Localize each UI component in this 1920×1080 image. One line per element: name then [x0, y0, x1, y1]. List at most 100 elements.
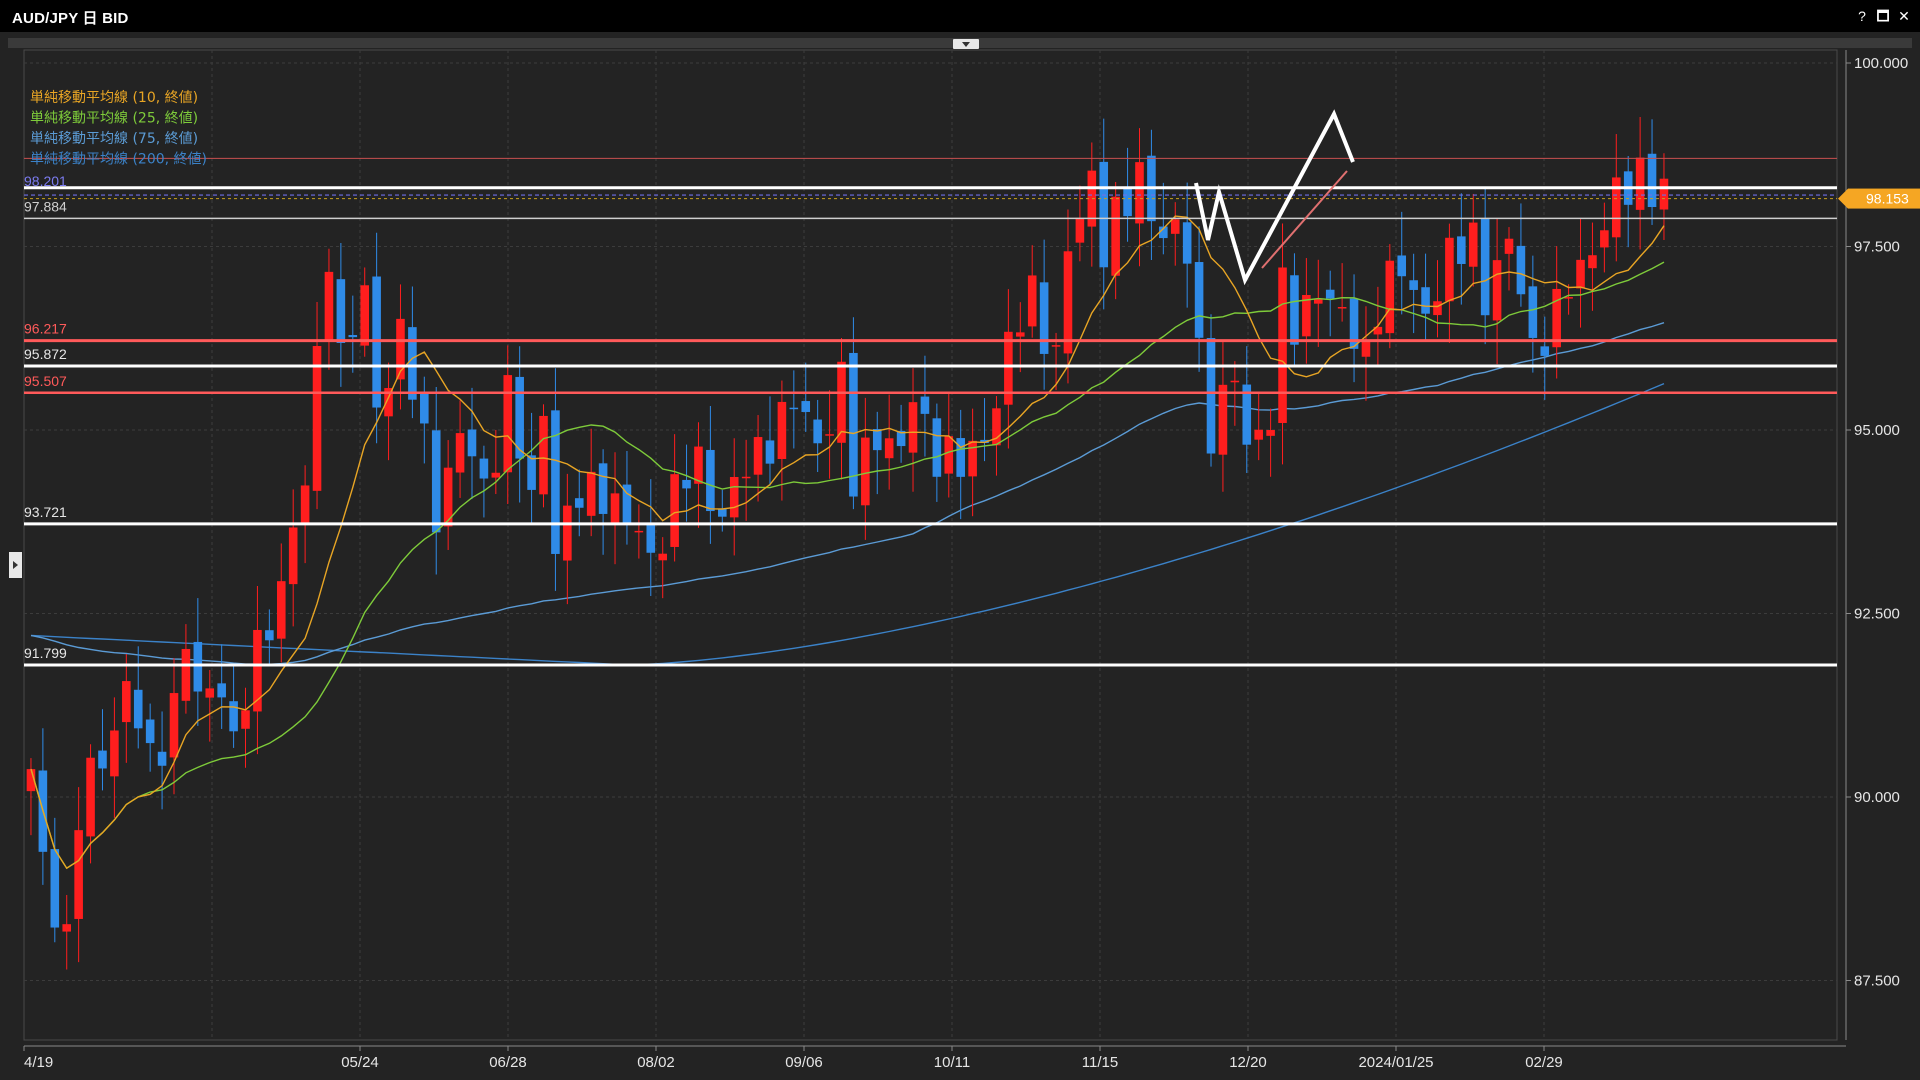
candle-body	[932, 418, 942, 477]
candle-body	[1564, 297, 1573, 299]
candle-body	[479, 458, 489, 479]
candle-body	[1647, 153, 1657, 208]
horizontal-levels: 97.884 96.217 95.872 95.507 93.721 91.799 98.2…	[24, 157, 1837, 667]
candle-body	[1027, 275, 1037, 327]
candle-body	[1540, 346, 1550, 356]
x-tick-label: 10/11	[934, 1054, 970, 1071]
candle-body	[1290, 275, 1299, 345]
question-icon[interactable]: ?	[1858, 8, 1866, 24]
candle-body	[1051, 345, 1061, 347]
candle-body	[574, 498, 584, 508]
candle-body	[610, 493, 620, 523]
candle-body	[515, 376, 524, 459]
candle-body	[837, 361, 846, 443]
legend-entry[interactable]: 単純移動平均線 (200, 終値)	[30, 152, 207, 168]
level-label: 91.799	[24, 645, 67, 661]
candle-body	[276, 581, 286, 639]
chevron-down-icon[interactable]	[953, 39, 979, 49]
level-label: 95.507	[24, 373, 67, 389]
level-label: 93.721	[24, 504, 67, 520]
trend-line[interactable]	[1261, 170, 1348, 269]
candle-body	[1135, 162, 1144, 224]
level-label: 96.217	[24, 321, 67, 337]
candle-body	[1218, 384, 1228, 455]
legend: 単純移動平均線 (10, 終値) 単純移動平均線 (25, 終値) 単純移動平均線 …	[30, 90, 207, 168]
candle-body	[813, 419, 822, 444]
candle-body	[1361, 341, 1371, 357]
x-tick-label: 02/29	[1525, 1054, 1563, 1071]
sma10-line	[30, 215, 1665, 870]
candle-body	[694, 446, 703, 484]
drawn-pattern-line[interactable]	[1194, 109, 1355, 286]
candle-body	[622, 484, 632, 523]
candle-body	[646, 522, 656, 553]
candle-body	[1313, 298, 1323, 304]
close-icon[interactable]: ✕	[1898, 8, 1910, 24]
candle-body	[1242, 384, 1252, 445]
sma200-line	[30, 382, 1665, 666]
candle-body	[50, 849, 60, 928]
candle-body	[861, 437, 870, 506]
legend-entry[interactable]: 単純移動平均線 (25, 終値)	[30, 111, 198, 127]
candle-body	[1039, 282, 1049, 354]
candle-body	[122, 681, 131, 723]
candle-body	[324, 271, 334, 340]
candle-body	[765, 440, 775, 464]
candle-body	[98, 750, 107, 769]
candle-body	[801, 401, 811, 412]
x-tick-label: 11/15	[1082, 1054, 1118, 1071]
y-tick-label: 95.000	[1854, 422, 1900, 439]
chevron-right-icon[interactable]	[9, 552, 22, 578]
candle-body	[491, 472, 501, 478]
candle-body	[1635, 157, 1645, 210]
candle-body	[1170, 219, 1180, 234]
candle-body	[634, 530, 644, 533]
candle-body	[133, 689, 143, 729]
candle-body	[145, 719, 155, 744]
candle-body	[431, 430, 441, 533]
candle-body	[598, 463, 608, 514]
candle-body	[1337, 307, 1347, 309]
candle-body	[682, 479, 691, 489]
current-price-pointer	[1838, 188, 1848, 209]
x-tick-label: 08/02	[637, 1054, 675, 1071]
y-tick-label: 100.000	[1854, 55, 1908, 72]
candle-body	[729, 477, 739, 518]
candle-body	[360, 285, 370, 346]
y-tick-label: 90.000	[1854, 789, 1900, 806]
candle-body	[467, 429, 477, 457]
legend-entry[interactable]: 単純移動平均線 (10, 終値)	[30, 90, 198, 106]
current-price-label: 98.153	[1866, 191, 1909, 207]
maximize-icon[interactable]: 🗖	[1876, 8, 1890, 24]
candle-body	[920, 396, 930, 414]
candle-body	[62, 924, 72, 932]
candle-body	[527, 455, 536, 490]
x-tick-label: 2024/01/25	[1358, 1054, 1433, 1071]
candle-body	[992, 408, 1001, 446]
candle-body	[1468, 222, 1478, 267]
candle-body	[1254, 429, 1263, 440]
candle-body	[1123, 188, 1132, 217]
candle-body	[586, 471, 596, 516]
candle-body	[1421, 287, 1430, 314]
candle-body	[74, 830, 83, 919]
y-tick-label: 97.500	[1854, 239, 1900, 256]
candle-body	[706, 449, 715, 512]
candle-body	[741, 476, 751, 479]
candle-body	[1397, 255, 1407, 277]
candle-body	[86, 757, 95, 837]
candle-body	[658, 553, 667, 561]
candle-body	[1111, 196, 1120, 276]
y-tick-label: 87.500	[1854, 973, 1900, 990]
window-title: AUD/JPY 日 BID	[12, 10, 129, 27]
legend-entry[interactable]: 単純移動平均線 (75, 終値)	[30, 131, 198, 147]
candle-body	[1016, 332, 1025, 337]
candle-body	[1492, 260, 1502, 321]
candle-body	[551, 410, 560, 554]
candle-body	[872, 429, 882, 451]
candle-body	[944, 436, 954, 474]
candle-body	[503, 375, 513, 473]
candle-body	[312, 346, 322, 491]
candle-body	[1600, 230, 1609, 248]
